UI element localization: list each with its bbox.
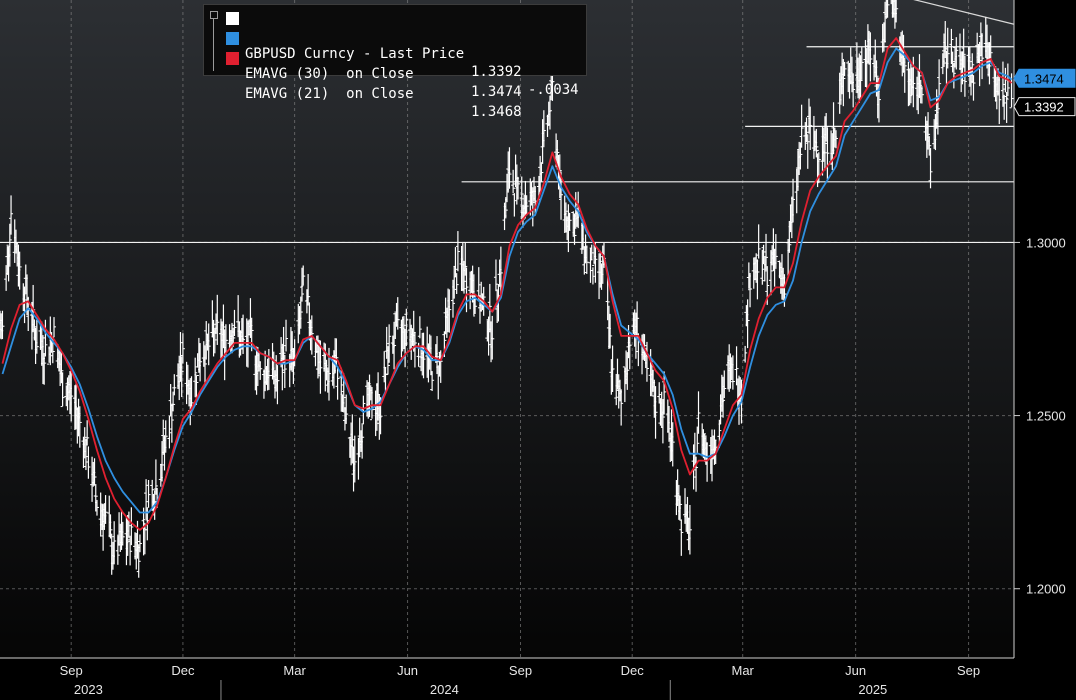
y-tick-label: 1.3000	[1026, 235, 1066, 250]
trendline	[913, 0, 1015, 25]
last-label-text: 1.3474	[1024, 71, 1064, 86]
legend-value-price: 1.3392	[471, 64, 522, 80]
x-tick-label: Sep	[509, 663, 532, 678]
plot-background	[0, 0, 1014, 658]
axis-background	[1014, 0, 1076, 700]
last-label-text: 1.3392	[1024, 100, 1064, 115]
x-tick-label: Mar	[732, 663, 755, 678]
x-tick-label: Dec	[171, 663, 195, 678]
legend-value-ema30: 1.3474	[471, 84, 522, 100]
year-label: 2025	[858, 682, 887, 697]
price-last-label: 1.3392	[1013, 97, 1076, 117]
legend-value-ema21: 1.3468	[471, 104, 522, 120]
legend-tree-line	[213, 15, 220, 71]
ema-lines	[1, 37, 1013, 531]
ema21-line	[1, 37, 1013, 531]
y-tick-label: 1.2500	[1026, 409, 1066, 424]
date-axis-background	[0, 658, 1014, 700]
x-tick-label: Mar	[283, 663, 306, 678]
x-tick-label: Jun	[397, 663, 418, 678]
legend-change-price: -.0034	[528, 82, 579, 98]
legend-label-ema30: EMAVG (30) on Close	[245, 66, 414, 82]
x-tick-label: Sep	[957, 663, 980, 678]
ema30-last-label: 1.3474	[1013, 68, 1076, 88]
legend-label-ema21: EMAVG (21) on Close	[245, 86, 414, 102]
legend-collapse-box[interactable]	[210, 11, 218, 19]
year-label: 2024	[430, 682, 459, 697]
x-tick-label: Jun	[845, 663, 866, 678]
x-tick-label: Dec	[621, 663, 645, 678]
legend-swatch-ema30	[226, 32, 239, 45]
legend-swatch-ema21	[226, 52, 239, 65]
legend-item-ema21[interactable]: EMAVG (21) on Close 1.3468	[226, 49, 522, 120]
legend-item-price[interactable]: GBPUSD Curncy - Last Price 1.3392 -.0034	[226, 9, 579, 98]
legend-swatch-price	[226, 12, 239, 25]
last-label-box	[1013, 68, 1076, 88]
last-label-box	[1013, 97, 1076, 117]
y-tick-label: 1.2000	[1026, 582, 1066, 597]
legend-item-ema30[interactable]: EMAVG (30) on Close 1.3474	[226, 29, 522, 100]
year-label: 2023	[74, 682, 103, 697]
legend: GBPUSD Curncy - Last Price 1.3392 -.0034…	[203, 4, 587, 120]
annotation-lines	[0, 0, 1015, 244]
x-tick-label: Sep	[60, 663, 83, 678]
price-bars	[0, 0, 1014, 578]
legend-label-price: GBPUSD Curncy - Last Price	[245, 46, 465, 62]
last-price-labels: 1.3474 1.3392	[1013, 68, 1076, 117]
